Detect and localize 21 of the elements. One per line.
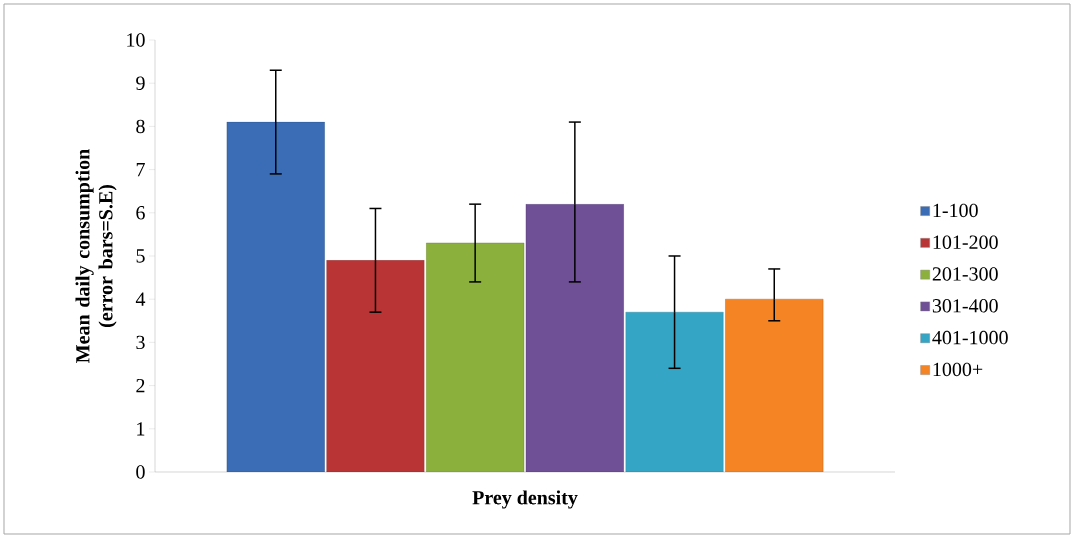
legend-label: 1-100 xyxy=(933,203,978,218)
bar xyxy=(326,260,425,472)
y-tick-label: 1 xyxy=(137,422,145,436)
y-tick-label: 7 xyxy=(136,163,145,177)
y-axis-title: Mean daily consumption (error bars=S.E) xyxy=(75,149,117,363)
legend-label: 101-200 xyxy=(933,235,998,249)
y-tick-label: 9 xyxy=(136,76,145,90)
legend-label: 1000+ xyxy=(933,362,983,377)
y-tick-label: 3 xyxy=(136,335,145,350)
y-tick-label: 4 xyxy=(135,292,146,306)
y-tick-label: 6 xyxy=(136,206,145,220)
y-tick-label: 0 xyxy=(136,465,145,479)
legend-label: 401-1000 xyxy=(932,330,1008,345)
y-tick-label: 8 xyxy=(136,119,145,134)
y-tick-label: 2 xyxy=(136,378,145,393)
legend-label: 301-400 xyxy=(932,299,998,313)
legend-label: 201-300 xyxy=(932,267,998,281)
y-tick-label: 5 xyxy=(136,249,145,263)
x-axis-title: Prey density xyxy=(472,490,578,509)
bar xyxy=(625,311,724,472)
y-tick-label: 10 xyxy=(127,33,145,47)
